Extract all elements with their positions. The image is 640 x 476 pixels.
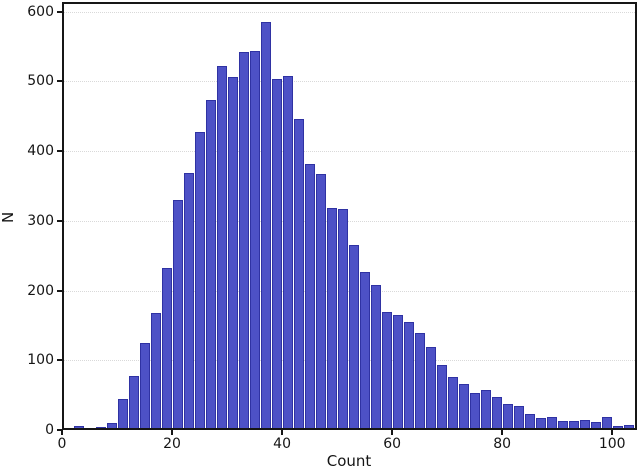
histogram-bar (95, 426, 106, 430)
histogram-bar (513, 405, 524, 430)
y-tick-mark (57, 429, 62, 431)
histogram-bar (370, 285, 381, 430)
histogram-bar (524, 414, 535, 430)
histogram-bar (546, 416, 557, 430)
y-tick-label: 100 (27, 352, 54, 369)
histogram-bar (150, 312, 161, 430)
histogram-bar (337, 209, 348, 430)
x-tick-label: 100 (598, 436, 626, 452)
histogram-bar (304, 164, 315, 430)
y-tick-label: 500 (27, 73, 54, 90)
histogram-bar (502, 404, 513, 430)
histogram-bar (348, 244, 359, 430)
histogram-bar (469, 393, 480, 430)
y-tick-label: 300 (27, 212, 54, 229)
x-tick-mark (171, 430, 174, 435)
histogram-bar (106, 423, 117, 430)
histogram-bar (359, 271, 370, 430)
x-tick-label: 0 (57, 436, 67, 452)
histogram-bar (557, 420, 568, 430)
x-tick-label: 20 (163, 436, 181, 452)
y-tick-mark (57, 80, 62, 83)
histogram-bar (73, 425, 84, 430)
histogram-bar (293, 119, 304, 430)
histogram-bar (612, 425, 623, 430)
x-axis-label: Count (326, 452, 372, 470)
x-tick-mark (501, 430, 504, 435)
x-tick-label: 60 (383, 436, 402, 452)
histogram-bar (535, 418, 546, 430)
histogram-bar (381, 312, 392, 430)
histogram-bar (139, 342, 150, 430)
y-gridline (62, 151, 637, 153)
histogram-bar (194, 132, 205, 430)
y-tick-label: 200 (27, 282, 54, 299)
histogram-bar (414, 333, 425, 430)
y-tick-mark (57, 289, 62, 292)
x-tick-mark (611, 430, 614, 435)
histogram-bar (205, 100, 216, 430)
y-gridline (62, 11, 637, 13)
x-tick-mark (281, 430, 284, 435)
histogram-bar (282, 75, 293, 430)
histogram-bar (227, 77, 238, 430)
histogram-bar (271, 78, 282, 430)
y-tick-mark (57, 10, 62, 13)
histogram-bar (491, 396, 502, 430)
histogram-bar (172, 200, 183, 430)
x-tick-label: 80 (493, 436, 512, 452)
histogram-bar (425, 347, 436, 430)
y-gridline (62, 220, 637, 222)
histogram-bar (315, 173, 326, 430)
histogram-bar (568, 420, 579, 430)
histogram-bar (260, 22, 271, 430)
histogram-bar (392, 315, 403, 430)
histogram-bar (249, 50, 260, 430)
y-tick-label: 400 (27, 143, 54, 160)
histogram-bar (447, 377, 458, 430)
histogram-bar (128, 375, 139, 430)
y-tick-label: 600 (27, 3, 54, 20)
histogram-bar (480, 390, 491, 430)
histogram-bar (161, 268, 172, 430)
x-tick-mark (391, 430, 394, 435)
histogram-bar (623, 425, 634, 430)
histogram-bar (238, 52, 249, 430)
y-tick-mark (57, 219, 62, 222)
histogram-bar (436, 364, 447, 430)
x-tick-mark (61, 430, 63, 435)
histogram-bar (326, 208, 337, 430)
histogram-bar (601, 416, 612, 430)
histogram-bar (458, 384, 469, 430)
histogram-bar (183, 172, 194, 430)
plot-area (62, 2, 637, 430)
y-tick-mark (57, 359, 62, 362)
y-tick-mark (57, 150, 62, 153)
y-gridline (62, 81, 637, 83)
histogram-bar (403, 322, 414, 430)
histogram-bar (590, 421, 601, 430)
histogram-bar (216, 66, 227, 430)
histogram-bar (579, 419, 590, 430)
x-tick-label: 40 (273, 436, 291, 452)
histogram-bar (117, 399, 128, 430)
y-tick-label: 0 (45, 422, 54, 438)
